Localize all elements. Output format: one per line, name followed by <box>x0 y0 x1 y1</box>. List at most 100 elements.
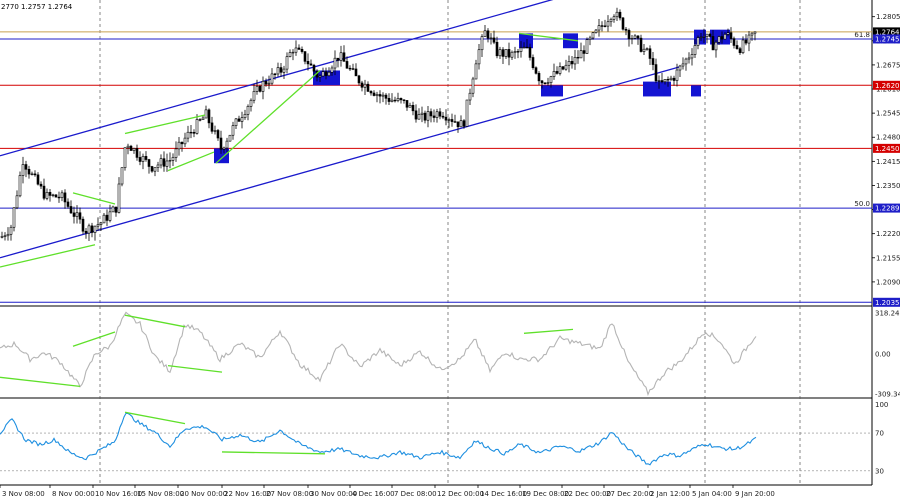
candle-body[interactable] <box>651 58 655 65</box>
candle-body[interactable] <box>435 111 439 118</box>
candle-body[interactable] <box>399 98 403 101</box>
candle-body[interactable] <box>339 52 343 61</box>
candle-body[interactable] <box>33 173 37 176</box>
candle-body[interactable] <box>426 111 430 121</box>
candle-body[interactable] <box>597 25 601 31</box>
candle-body[interactable] <box>120 167 124 185</box>
candle-body[interactable] <box>387 98 391 102</box>
candle-body[interactable] <box>186 131 190 139</box>
candle-body[interactable] <box>564 64 568 70</box>
candle-body[interactable] <box>207 109 211 124</box>
candle-body[interactable] <box>210 122 214 132</box>
candle-body[interactable] <box>735 45 739 49</box>
candle-body[interactable] <box>594 29 598 33</box>
candle-body[interactable] <box>675 69 679 81</box>
candle-body[interactable] <box>69 206 73 214</box>
candle-body[interactable] <box>243 113 247 118</box>
candle-body[interactable] <box>318 75 322 78</box>
candle-body[interactable] <box>111 206 115 213</box>
candle-body[interactable] <box>480 36 484 51</box>
candle-body[interactable] <box>486 30 490 39</box>
candle-body[interactable] <box>267 82 271 85</box>
candle-body[interactable] <box>273 73 277 76</box>
candle-body[interactable] <box>96 224 100 227</box>
candle-body[interactable] <box>3 235 7 237</box>
candle-body[interactable] <box>345 61 349 69</box>
candle-body[interactable] <box>171 157 175 161</box>
candle-body[interactable] <box>660 80 664 83</box>
candle-body[interactable] <box>414 110 418 120</box>
candle-body[interactable] <box>282 68 286 73</box>
candle-body[interactable] <box>135 148 139 158</box>
candle-body[interactable] <box>234 118 238 126</box>
candle-body[interactable] <box>258 85 262 92</box>
candle-body[interactable] <box>21 164 25 176</box>
candle-body[interactable] <box>123 147 127 169</box>
candle-body[interactable] <box>177 141 181 150</box>
candle-body[interactable] <box>402 99 406 101</box>
candle-body[interactable] <box>285 56 289 70</box>
candle-body[interactable] <box>507 49 511 58</box>
candle-body[interactable] <box>375 94 379 96</box>
candle-body[interactable] <box>747 34 751 44</box>
candle-body[interactable] <box>90 225 94 233</box>
candle-body[interactable] <box>690 54 694 59</box>
candle-body[interactable] <box>264 81 268 85</box>
candle-body[interactable] <box>711 36 715 51</box>
candle-body[interactable] <box>576 56 580 59</box>
candle-body[interactable] <box>477 49 481 65</box>
candle-body[interactable] <box>723 34 727 40</box>
candle-body[interactable] <box>333 57 337 69</box>
candle-body[interactable] <box>687 57 691 60</box>
candle-body[interactable] <box>429 111 433 117</box>
candle-body[interactable] <box>150 166 154 172</box>
candle-body[interactable] <box>438 111 442 117</box>
candle-body[interactable] <box>369 91 373 94</box>
candle-body[interactable] <box>63 192 67 203</box>
candle-body[interactable] <box>129 145 133 151</box>
candle-body[interactable] <box>372 92 376 96</box>
candle-body[interactable] <box>648 48 652 59</box>
candle-body[interactable] <box>261 81 265 92</box>
candle-body[interactable] <box>75 212 79 217</box>
candle-body[interactable] <box>720 36 724 40</box>
candle-body[interactable] <box>300 49 304 52</box>
candle-body[interactable] <box>24 164 28 170</box>
candle-body[interactable] <box>447 119 451 121</box>
candle-body[interactable] <box>0 236 4 238</box>
candle-body[interactable] <box>30 173 34 175</box>
candle-body[interactable] <box>168 160 172 162</box>
candle-body[interactable] <box>297 47 301 50</box>
candle-body[interactable] <box>717 36 721 43</box>
candle-body[interactable] <box>498 49 502 57</box>
candle-body[interactable] <box>36 174 40 185</box>
candle-body[interactable] <box>51 194 55 196</box>
candle-body[interactable] <box>519 47 523 52</box>
candle-body[interactable] <box>633 35 637 39</box>
candle-body[interactable] <box>621 17 625 30</box>
candle-body[interactable] <box>39 183 43 187</box>
candle-body[interactable] <box>165 160 169 167</box>
candle-body[interactable] <box>117 183 121 213</box>
candle-body[interactable] <box>696 37 700 46</box>
candle-body[interactable] <box>465 99 469 127</box>
candle-body[interactable] <box>213 130 217 132</box>
candle-body[interactable] <box>411 105 415 112</box>
candle-body[interactable] <box>81 218 85 232</box>
candle-body[interactable] <box>450 119 454 122</box>
candle-body[interactable] <box>570 61 574 65</box>
candle-body[interactable] <box>423 112 427 121</box>
candle-body[interactable] <box>471 78 475 94</box>
candle-body[interactable] <box>174 148 178 158</box>
candle-body[interactable] <box>246 106 250 115</box>
candle-body[interactable] <box>684 58 688 65</box>
candle-body[interactable] <box>705 33 709 37</box>
candle-body[interactable] <box>327 71 331 76</box>
candle-body[interactable] <box>270 73 274 84</box>
candle-body[interactable] <box>381 94 385 97</box>
candle-body[interactable] <box>159 158 163 166</box>
candle-body[interactable] <box>522 46 526 49</box>
candle-body[interactable] <box>324 71 328 76</box>
candle-body[interactable] <box>702 36 706 38</box>
candle-body[interactable] <box>600 25 604 27</box>
